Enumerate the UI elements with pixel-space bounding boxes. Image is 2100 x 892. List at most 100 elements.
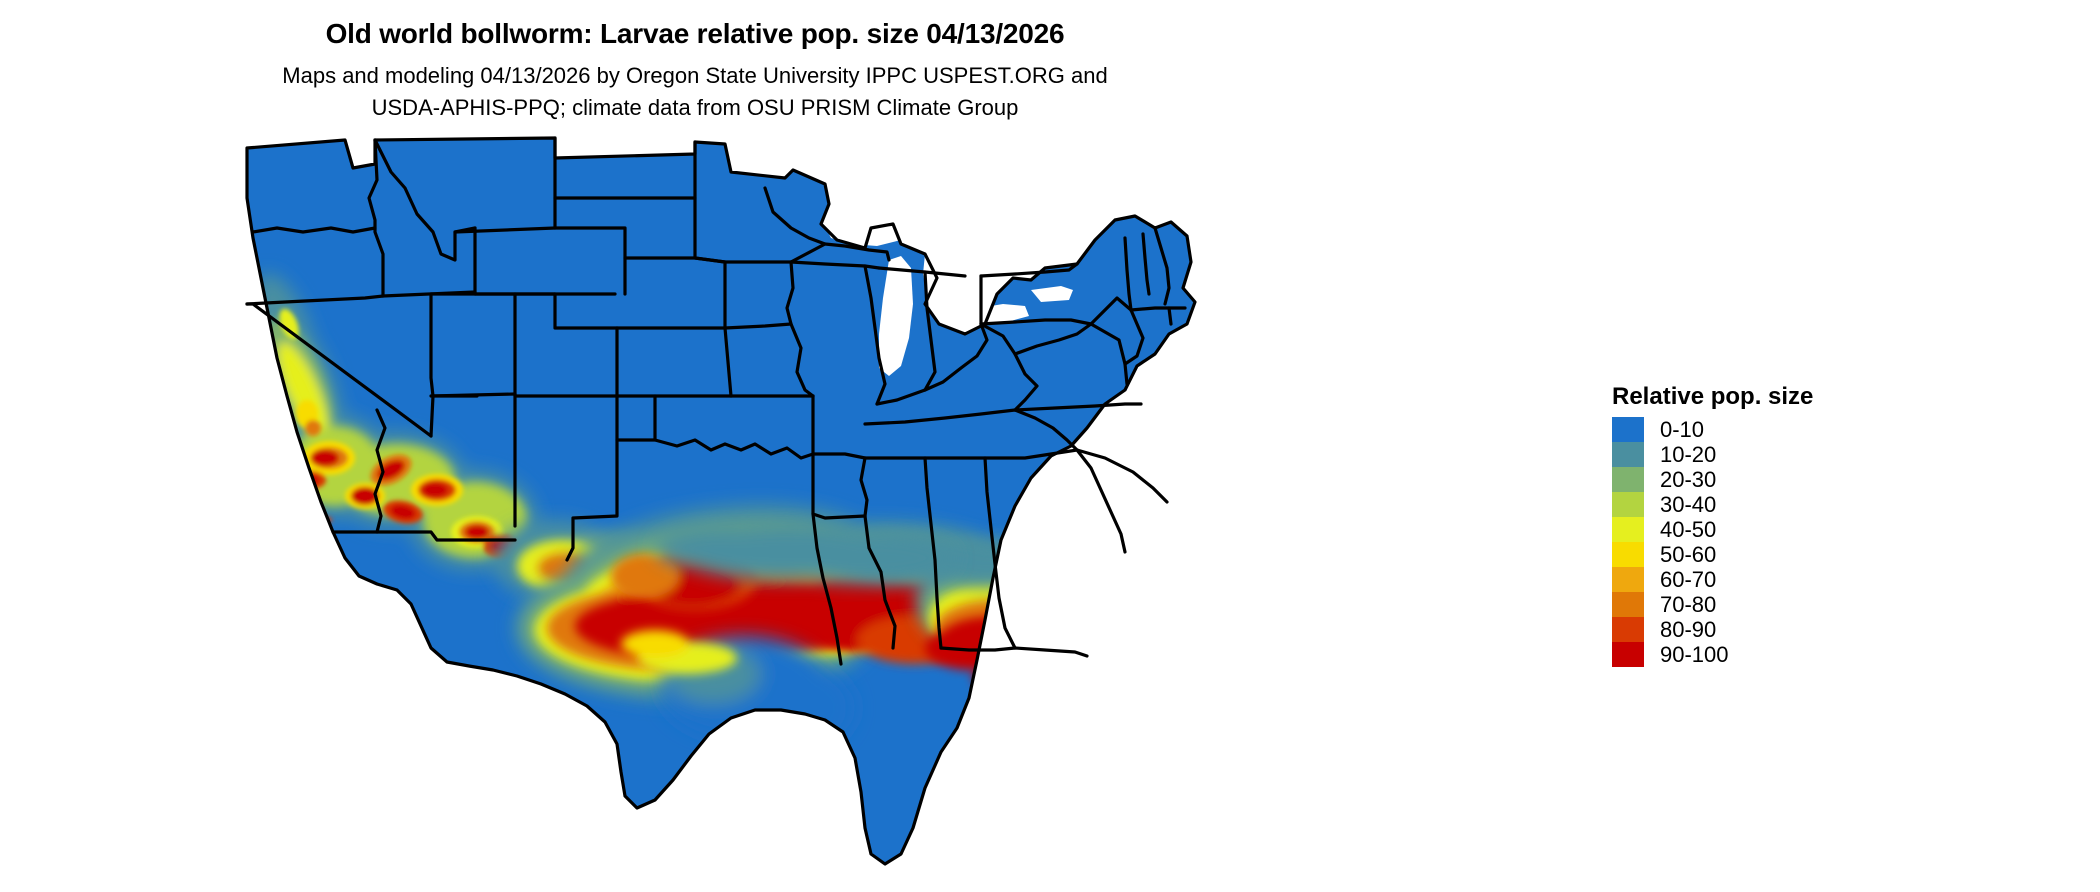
border-ma-ct-ri — [1129, 306, 1187, 312]
subtitle-line-2: USDA-APHIS-PPQ; climate data from OSU PR… — [371, 95, 1019, 120]
border-il-in — [863, 264, 887, 406]
legend-label-1: 10-20 — [1660, 442, 1717, 467]
map-base-layer — [247, 138, 1195, 864]
border-md-va-de — [1089, 322, 1129, 386]
legend-swatch-4 — [1612, 517, 1644, 542]
legend-item-8[interactable]: 80-90 — [1612, 617, 1900, 642]
border-ga-fl — [1013, 646, 1089, 658]
legend-item-1[interactable]: 10-20 — [1612, 442, 1900, 467]
border-ar-la — [811, 452, 867, 520]
map-legend: Relative pop. size 0-10 10-20 20-30 30-4… — [1600, 383, 1900, 667]
legend-item-4[interactable]: 40-50 — [1612, 517, 1900, 542]
legend-rows: 0-10 10-20 20-30 30-40 40-50 50-60 — [1612, 417, 1900, 667]
legend-swatch-6 — [1612, 567, 1644, 592]
legend-swatch-7 — [1612, 592, 1644, 617]
border-va-nc — [1013, 402, 1143, 412]
border-ny-nj — [1123, 308, 1145, 366]
border-in-oh — [923, 270, 937, 392]
page-subtitle: Maps and modeling 04/13/2026 by Oregon S… — [0, 60, 1390, 124]
border-mi-upper — [823, 242, 891, 262]
legend-label-8: 80-90 — [1660, 617, 1717, 642]
border-ok-tx-panhandle — [615, 394, 657, 442]
lake-superior — [825, 214, 909, 246]
border-tx-nm — [565, 438, 619, 562]
legend-label-2: 20-30 — [1660, 467, 1717, 492]
border-ky-oh — [923, 322, 989, 392]
border-ny-vt-ma — [1123, 236, 1133, 312]
border-ky-va-wv — [979, 322, 1039, 412]
legend-label-5: 50-60 — [1660, 542, 1717, 567]
border-ia-mo — [723, 322, 793, 330]
legend-label-7: 70-80 — [1660, 592, 1717, 617]
border-nh-me — [1153, 226, 1171, 306]
lake-ontario — [1031, 286, 1073, 302]
border-id-west — [367, 138, 385, 298]
border-in-mi — [877, 266, 967, 278]
border-wy-sd-ne — [553, 226, 627, 296]
border-mn-wi — [763, 186, 827, 264]
legend-item-0[interactable]: 0-10 — [1612, 417, 1900, 442]
border-al-fl — [939, 646, 1017, 652]
border-la-tx — [811, 512, 843, 666]
border-la-ms — [863, 514, 897, 650]
border-ga-sc — [1075, 448, 1127, 554]
choropleth-map — [225, 128, 1235, 888]
legend-item-7[interactable]: 70-80 — [1612, 592, 1900, 617]
legend-swatch-1 — [1612, 442, 1644, 467]
page-title: Old world bollworm: Larvae relative pop.… — [325, 18, 1065, 49]
legend-label-0: 0-10 — [1660, 417, 1705, 442]
border-co-ne — [553, 292, 619, 330]
legend-swatch-2 — [1612, 467, 1644, 492]
us-map-svg — [245, 136, 1197, 866]
border-al-ga — [983, 456, 1017, 650]
border-ar-ms — [859, 456, 869, 518]
us-landmass — [247, 138, 1195, 864]
border-mo-il — [789, 322, 815, 398]
border-az-ut — [429, 392, 517, 398]
legend-title: Relative pop. size — [1612, 383, 1814, 410]
border-tn-nc — [1013, 408, 1079, 452]
legend-label-6: 60-70 — [1660, 567, 1717, 592]
border-ky-tn — [863, 408, 1017, 426]
border-mt-wy — [453, 226, 557, 234]
border-wv-va — [1013, 322, 1093, 356]
border-wa-or — [251, 226, 377, 234]
border-mn-ia — [693, 256, 793, 264]
border-ms-al — [923, 456, 943, 650]
border-wi-il — [789, 260, 881, 270]
national-outline — [245, 136, 1197, 866]
legend-swatch-9 — [1612, 642, 1644, 667]
chesapeake-bay — [1123, 424, 1135, 472]
legend-label-3: 30-40 — [1660, 492, 1717, 517]
legend-swatch-0 — [1612, 417, 1644, 442]
border-il-ky — [875, 388, 927, 406]
border-nv-ut — [429, 292, 435, 398]
border-vt-nh — [1141, 232, 1151, 296]
border-ct-ri — [1167, 306, 1173, 326]
legend-item-3[interactable]: 30-40 — [1612, 492, 1900, 517]
legend-swatch-8 — [1612, 617, 1644, 642]
subtitle-line-1: Maps and modeling 04/13/2026 by Oregon S… — [282, 63, 1108, 88]
border-id-mt — [373, 138, 477, 262]
legend-item-5[interactable]: 50-60 — [1612, 542, 1900, 567]
legend-swatch-3 — [1612, 492, 1644, 517]
border-ca-az — [373, 408, 387, 534]
border-nj-pa — [1089, 296, 1133, 326]
legend-swatch-5 — [1612, 542, 1644, 567]
border-az-south — [375, 530, 517, 542]
border-ks-mo — [723, 326, 733, 398]
border-or-ca-nv — [245, 294, 385, 306]
legend-label-4: 40-50 — [1660, 517, 1717, 542]
border-nc-sc — [1075, 448, 1169, 504]
border-ia-il — [785, 260, 795, 326]
legend-item-6[interactable]: 60-70 — [1612, 567, 1900, 592]
border-ar-tn — [811, 452, 867, 460]
legend-label-9: 90-100 — [1660, 642, 1729, 667]
lake-michigan — [879, 256, 913, 376]
border-pa-md — [979, 318, 1093, 326]
legend-item-2[interactable]: 20-30 — [1612, 467, 1900, 492]
border-pa-ny — [979, 262, 1079, 278]
legend-item-9[interactable]: 90-100 — [1612, 642, 1900, 667]
state-boundaries — [245, 136, 1197, 866]
